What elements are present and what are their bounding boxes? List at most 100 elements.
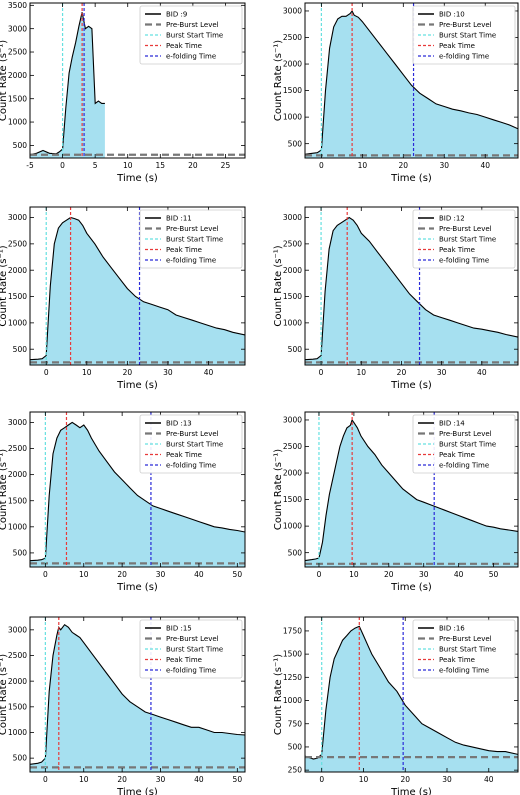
- y-tick-label: 1000: [283, 696, 302, 705]
- light-curve-fill: [30, 422, 245, 567]
- y-tick-label: 3000: [283, 416, 302, 425]
- legend-label: Peak Time: [166, 451, 202, 459]
- y-tick-label: 1500: [8, 702, 27, 711]
- plot-area: [30, 617, 245, 772]
- y-tick-label: 500: [288, 743, 303, 752]
- x-tick-label: 50: [233, 775, 243, 784]
- light-curve-line: [305, 9, 518, 155]
- x-tick-label: 30: [419, 570, 429, 579]
- light-curve-line: [30, 623, 245, 765]
- legend-label: Pre-Burst Level: [439, 21, 492, 29]
- panel-7: 0 10 20 30 40 50 500 1000 1500 2000 2500 3000 Time (…: [0, 616, 246, 795]
- y-tick-label: 1250: [283, 673, 302, 682]
- y-tick-label: 1500: [283, 292, 302, 301]
- y-axis-label: Count Rate (s⁻¹): [273, 40, 284, 121]
- legend: BID :10 Pre-Burst Level Burst Start Time Pe…: [412, 5, 516, 65]
- y-tick-label: 2000: [8, 266, 27, 275]
- x-tick-label: 0: [319, 161, 324, 170]
- legend-label: Pre-Burst Level: [439, 635, 492, 643]
- axes-frame: [29, 206, 246, 366]
- x-tick-label: 10: [123, 161, 133, 170]
- y-axis-label: Count Rate (s⁻¹): [273, 245, 284, 326]
- light-curve-line: [305, 216, 518, 361]
- x-tick-label: 10: [358, 161, 368, 170]
- x-axis-label: Time (s): [390, 380, 432, 391]
- legend-label: Pre-Burst Level: [166, 225, 219, 233]
- x-tick-label: -5: [26, 161, 34, 170]
- x-axis-label: Time (s): [116, 173, 158, 184]
- y-axis-label: Count Rate (s⁻¹): [0, 449, 9, 530]
- legend-label: Burst Start Time: [439, 236, 496, 244]
- x-tick-label: 5: [93, 161, 98, 170]
- legend-label: e-folding Time: [166, 462, 216, 470]
- y-tick-label: 500: [288, 345, 303, 354]
- y-tick-label: 1000: [8, 522, 27, 531]
- y-tick-label: 1500: [8, 496, 27, 505]
- legend-label: Pre-Burst Level: [166, 21, 219, 29]
- y-tick-label: 1000: [283, 522, 302, 531]
- legend-label: e-folding Time: [166, 667, 216, 675]
- y-tick-label: 500: [13, 754, 28, 763]
- x-tick-label: 40: [204, 368, 214, 377]
- legend-label: Peak Time: [166, 656, 202, 664]
- x-tick-label: 0: [319, 368, 324, 377]
- legend-label: BID :15: [166, 625, 192, 633]
- x-tick-label: 10: [349, 570, 359, 579]
- legend-label: BID :9: [166, 11, 187, 19]
- legend-label: Pre-Burst Level: [439, 225, 492, 233]
- y-tick-label: 2500: [283, 442, 302, 451]
- legend-label: Peak Time: [439, 42, 475, 50]
- x-tick-label: 10: [82, 368, 92, 377]
- y-tick-label: 2000: [283, 469, 302, 478]
- legend: BID :14 Pre-Burst Level Burst Start Time Pe…: [412, 414, 516, 474]
- y-tick-label: 3000: [8, 213, 27, 222]
- legend-label: e-folding Time: [439, 257, 489, 265]
- panel-3: 0 10 20 30 40 500 1000 1500 2000 2500 3000 Time (s)…: [0, 206, 246, 391]
- y-tick-label: 2000: [283, 266, 302, 275]
- axes-frame: [29, 616, 246, 773]
- legend-label: Pre-Burst Level: [166, 430, 219, 438]
- y-tick-label: 3000: [8, 24, 27, 33]
- legend-label: Burst Start Time: [439, 646, 496, 654]
- y-tick-label: 1500: [8, 292, 27, 301]
- legend-label: Pre-Burst Level: [166, 635, 219, 643]
- panel-4: 0 10 20 30 40 500 1000 1500 2000 2500 3000 Time (s)…: [273, 206, 519, 391]
- y-tick-label: 1000: [283, 113, 302, 122]
- y-tick-label: 2000: [283, 60, 302, 69]
- y-tick-label: 3500: [8, 1, 27, 10]
- x-tick-label: 40: [194, 775, 204, 784]
- y-tick-label: 500: [13, 345, 28, 354]
- legend-label: Pre-Burst Level: [439, 430, 492, 438]
- x-tick-label: 20: [123, 368, 133, 377]
- x-tick-label: 0: [43, 570, 48, 579]
- y-axis-label: Count Rate (s⁻¹): [0, 40, 9, 121]
- x-tick-label: 0: [317, 570, 322, 579]
- legend-label: Burst Start Time: [439, 441, 496, 449]
- legend-label: Peak Time: [439, 246, 475, 254]
- y-tick-label: 1000: [8, 118, 27, 127]
- legend-box: [412, 5, 516, 65]
- legend-label: Burst Start Time: [166, 236, 223, 244]
- y-tick-label: 2500: [8, 444, 27, 453]
- legend-label: BID :12: [439, 215, 465, 223]
- y-axis-label: Count Rate (s⁻¹): [0, 245, 9, 326]
- light-curve-line: [305, 418, 518, 562]
- light-curve-fill: [305, 11, 518, 158]
- light-curve-fill: [30, 217, 245, 365]
- legend-label: BID :14: [439, 420, 465, 428]
- legend: BID :11 Pre-Burst Level Burst Start Time Pe…: [139, 209, 243, 269]
- legend-label: e-folding Time: [439, 462, 489, 470]
- legend-label: Peak Time: [439, 656, 475, 664]
- x-tick-label: 30: [163, 368, 173, 377]
- x-tick-label: 50: [489, 570, 499, 579]
- legend-label: Burst Start Time: [166, 441, 223, 449]
- x-tick-label: 20: [188, 161, 198, 170]
- x-tick-label: 10: [79, 775, 89, 784]
- y-tick-label: 3000: [8, 625, 27, 634]
- y-tick-label: 1000: [8, 728, 27, 737]
- axes-frame: [29, 411, 246, 568]
- axes-frame: [304, 206, 519, 366]
- x-tick-label: 40: [484, 775, 494, 784]
- y-tick-label: 500: [288, 548, 303, 557]
